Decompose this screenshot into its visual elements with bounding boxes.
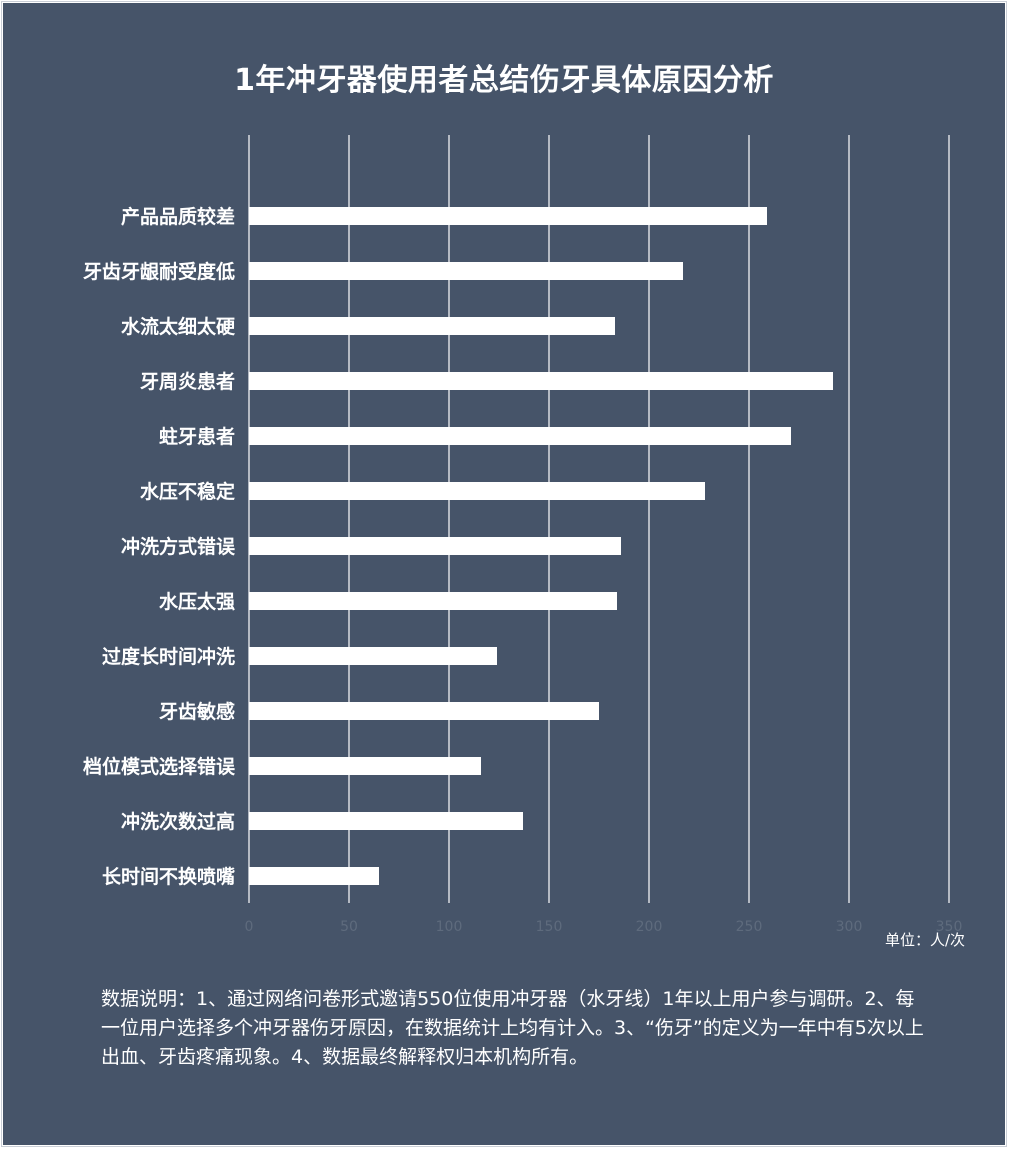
bar	[249, 482, 705, 500]
chart-title: 1年冲牙器使用者总结伤牙具体原因分析	[234, 63, 774, 98]
grid-lines	[248, 135, 950, 903]
bar	[249, 317, 615, 335]
category-label: 冲洗方式错误	[121, 535, 236, 558]
bar	[249, 207, 767, 225]
bar	[249, 812, 523, 830]
x-tick-label: 150	[536, 919, 563, 935]
category-label: 牙齿敏感	[159, 700, 235, 723]
category-labels: 产品品质较差牙齿牙龈耐受度低水流太细太硬牙周炎患者蛀牙患者水压不稳定冲洗方式错误…	[83, 205, 236, 888]
category-label: 档位模式选择错误	[83, 755, 236, 778]
x-tick-label: 100	[436, 919, 463, 935]
category-label: 蛀牙患者	[159, 425, 235, 448]
bar	[249, 592, 617, 610]
category-label: 长时间不换喷嘴	[102, 865, 235, 888]
category-label: 水流太细太硬	[121, 315, 236, 338]
category-label: 水压太强	[159, 590, 235, 613]
category-label: 牙周炎患者	[140, 370, 235, 393]
bar	[249, 537, 621, 555]
bar	[249, 702, 599, 720]
bar	[249, 262, 683, 280]
x-tick-label: 200	[636, 919, 663, 935]
bar	[249, 372, 833, 390]
data-note: 数据说明：1、通过网络问卷形式邀请550位使用冲牙器（水牙线）1年以上用户参与调…	[101, 988, 924, 1068]
unit-label: 单位：人/次	[885, 931, 966, 949]
x-axis-ticks: 0 50 100 150 200 250 300 350	[245, 919, 963, 935]
chart-panel: 1年冲牙器使用者总结伤牙具体原因分析 产品品质较差牙齿牙龈耐受度低水流太细太硬牙…	[3, 3, 1005, 1145]
x-tick-label: 250	[736, 919, 763, 935]
bar-chart: 产品品质较差牙齿牙龈耐受度低水流太细太硬牙周炎患者蛀牙患者水压不稳定冲洗方式错误…	[83, 135, 963, 935]
bar	[249, 867, 379, 885]
category-label: 过度长时间冲洗	[102, 645, 235, 668]
x-tick-label: 0	[245, 919, 254, 935]
bar	[249, 427, 791, 445]
x-tick-label: 300	[836, 919, 863, 935]
x-tick-label: 50	[340, 919, 358, 935]
bars	[249, 207, 833, 885]
category-label: 牙齿牙龈耐受度低	[83, 260, 235, 283]
x-tick-label: 350	[936, 919, 963, 935]
category-label: 冲洗次数过高	[121, 810, 235, 833]
bar	[249, 757, 481, 775]
category-label: 产品品质较差	[121, 205, 235, 228]
category-label: 水压不稳定	[140, 480, 235, 503]
bar	[249, 647, 497, 665]
